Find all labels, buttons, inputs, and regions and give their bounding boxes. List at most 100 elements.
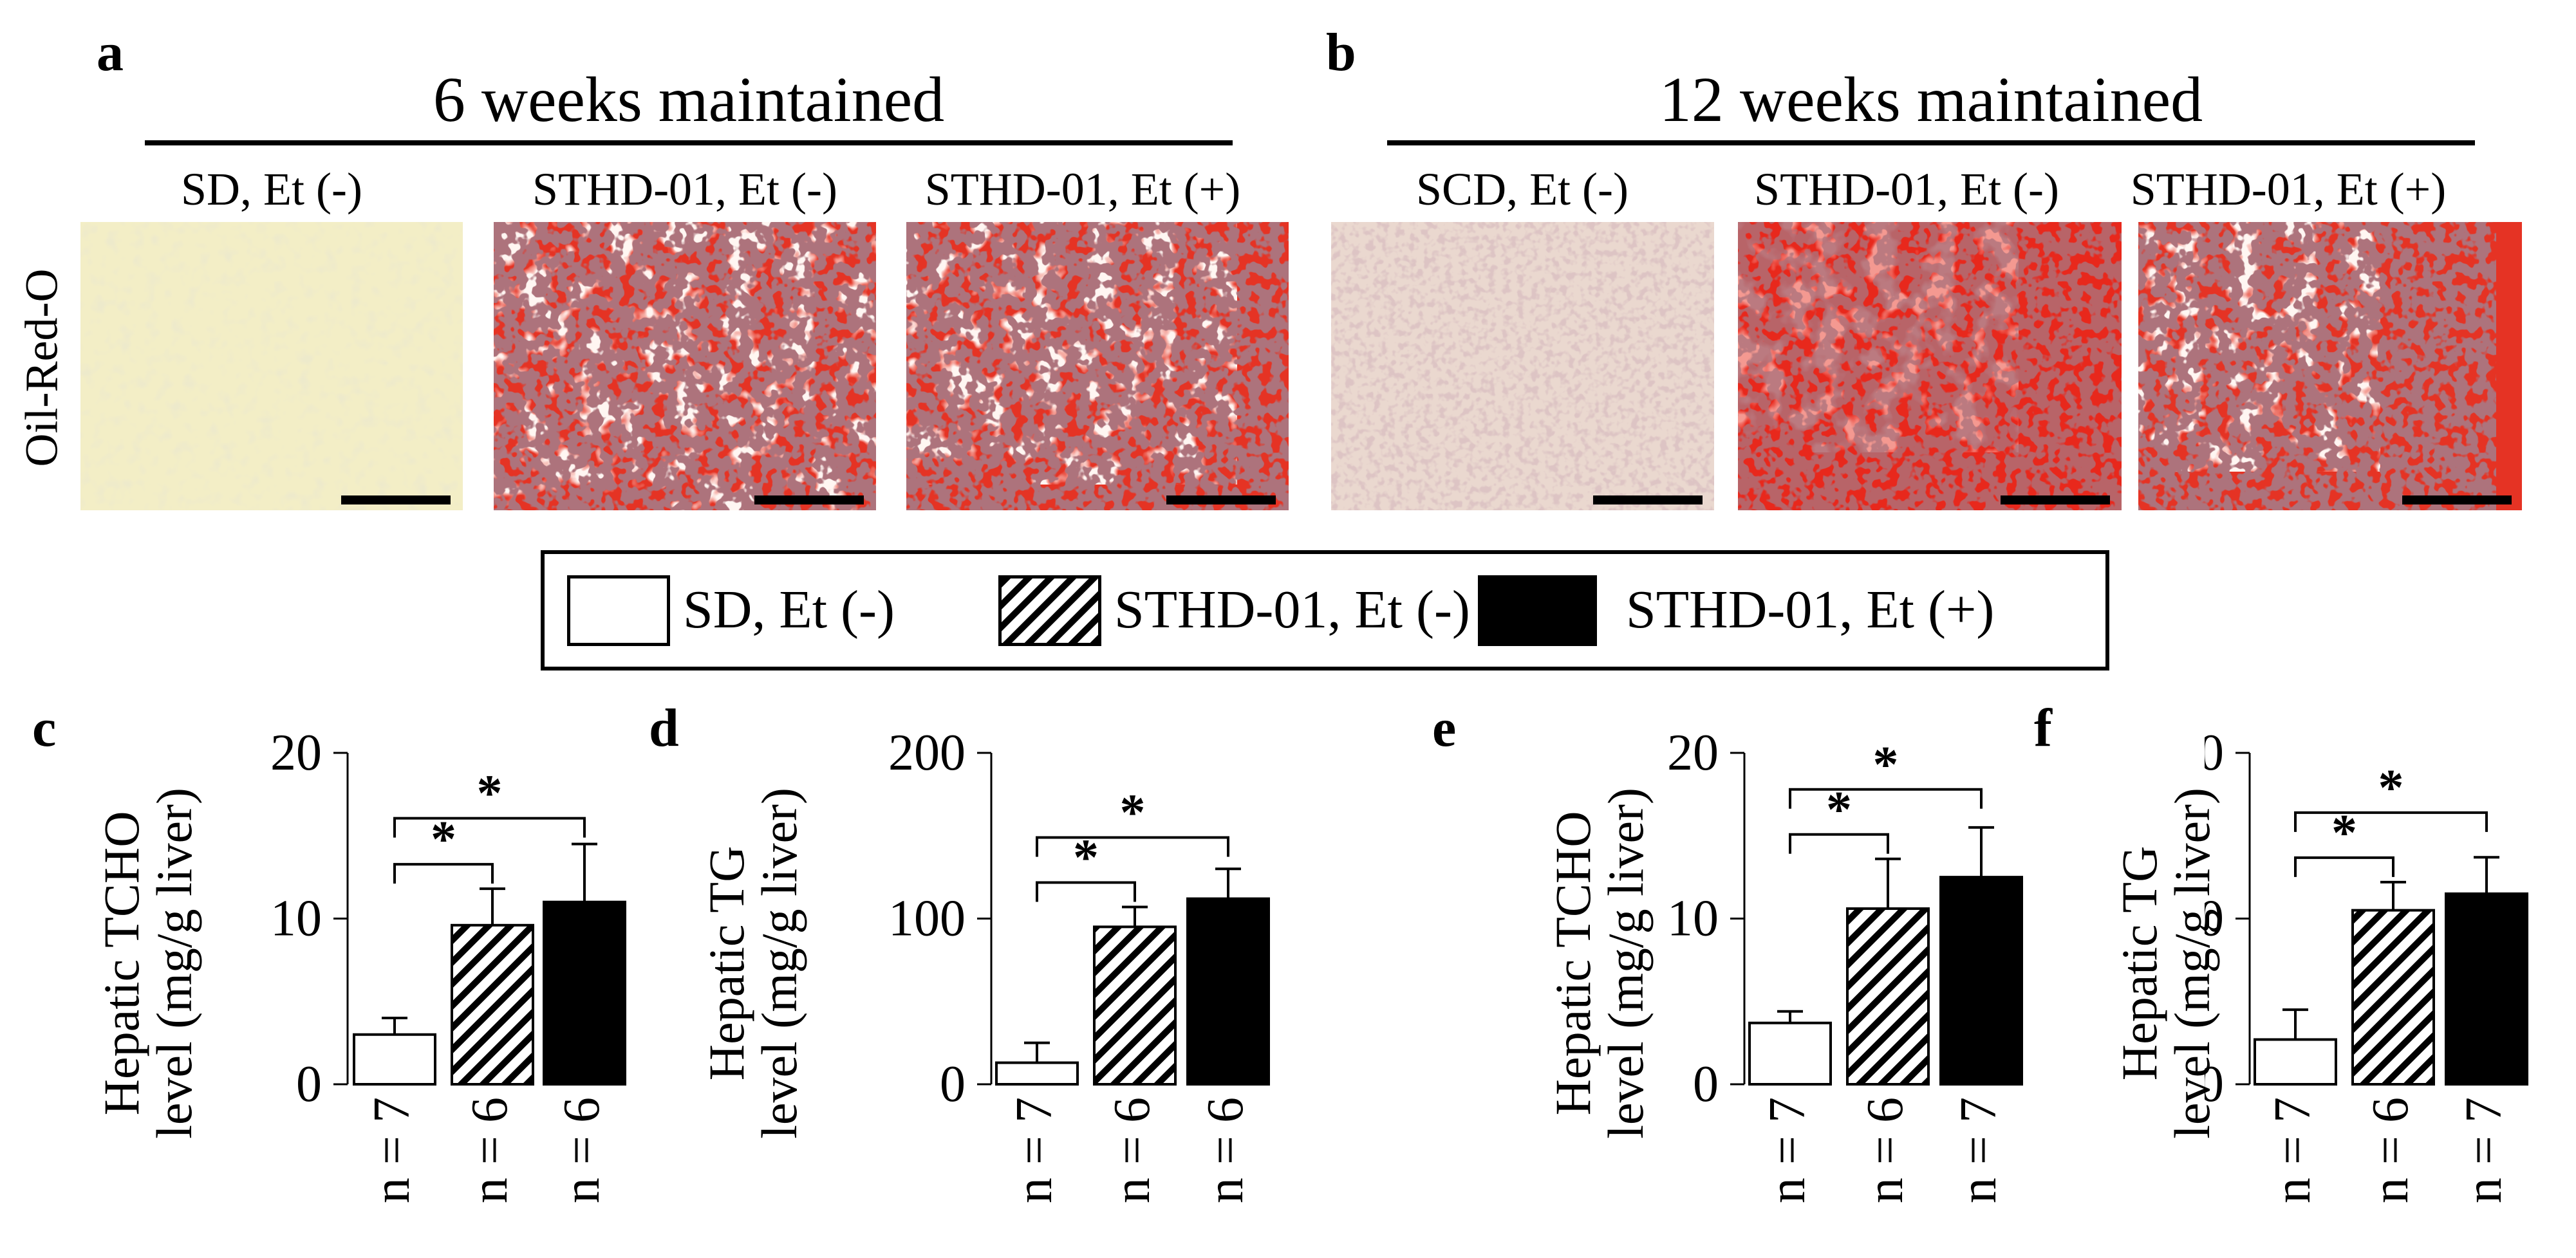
y-tick-label: 10 — [1667, 891, 1719, 947]
y-tick-label: 200 — [888, 725, 966, 781]
panel-letter-f: f — [2034, 698, 2052, 758]
micrograph-b3 — [2138, 222, 2522, 510]
y-tick-label: 200 — [2205, 725, 2224, 781]
significance-bracket — [393, 817, 586, 838]
image-label-a2: STHD-01, Et (-) — [532, 163, 837, 215]
significance-mark: * — [477, 766, 503, 822]
bar — [1186, 897, 1270, 1086]
legend: SD, Et (-) STHD-01, Et (-) STHD-01, Et (… — [541, 550, 2109, 671]
image-label-b3: STHD-01, Et (+) — [2130, 163, 2447, 215]
title-rule-a — [145, 140, 1233, 145]
y-tick-label: 100 — [2205, 891, 2224, 947]
significance-bracket — [1789, 833, 1889, 854]
bar — [1748, 1021, 1832, 1086]
y-axis-label-line: level (mg/g liver) — [751, 787, 807, 1139]
scale-bar-a3 — [1166, 495, 1276, 504]
y-axis-label-line: Hepatic TG — [698, 846, 755, 1081]
y-tick-label: 0 — [940, 1056, 966, 1113]
legend-label-sthd-plus: STHD-01, Et (+) — [1626, 580, 1995, 640]
significance-mark: * — [1826, 782, 1852, 838]
image-label-b1: SCD, Et (-) — [1416, 163, 1629, 215]
bar — [1939, 876, 2023, 1086]
y-tick-label: 0 — [296, 1056, 322, 1113]
scale-bar-a2 — [754, 495, 864, 504]
bar — [2254, 1038, 2337, 1086]
panel-letter-b: b — [1326, 23, 1356, 82]
bar — [1093, 925, 1177, 1086]
sample-size-label: n = 6 — [554, 1097, 610, 1203]
chart-f: 0 100 200 n = 7 n = 6 n = 7 * * — [2205, 725, 2528, 1203]
title-rule-b — [1387, 140, 2475, 145]
bar — [995, 1061, 1079, 1086]
legend-swatch-white — [567, 575, 670, 646]
scale-bar-b3 — [2402, 495, 2512, 504]
legend-swatch-hatched — [998, 575, 1101, 646]
bar — [2445, 892, 2528, 1086]
y-axis-label-d: Hepatic TG level (mg/g liver) — [698, 783, 807, 1143]
sample-size-label: n = 7 — [1950, 1097, 2007, 1203]
image-label-a3: STHD-01, Et (+) — [924, 163, 1241, 215]
panel-letter-d: d — [649, 698, 679, 758]
sample-size-label: n = 6 — [1197, 1097, 1254, 1203]
legend-swatch-black — [1478, 575, 1597, 646]
micrograph-a1 — [80, 222, 463, 510]
chart-c: 0 10 20 n = 7 n = 6 n = 6 * * — [270, 725, 626, 1203]
bar — [353, 1033, 436, 1086]
bar — [2351, 909, 2435, 1086]
y-axis-label-line: Hepatic TCHO — [1545, 811, 1601, 1116]
significance-mark: * — [1120, 784, 1146, 841]
section-title-b: 12 weeks maintained — [1659, 64, 2203, 135]
bar — [543, 900, 626, 1086]
legend-label-sthd-minus: STHD-01, Et (-) — [1114, 580, 1470, 640]
y-axis-label-c: Hepatic TCHO level (mg/g liver) — [93, 783, 202, 1143]
panel-letter-c: c — [32, 698, 57, 758]
sample-size-label: n = 7 — [364, 1097, 420, 1203]
significance-bracket — [2294, 811, 2488, 832]
sample-size-label: n = 7 — [1759, 1097, 1816, 1203]
y-tick-label: 100 — [888, 891, 966, 947]
y-tick-label: 20 — [1667, 725, 1719, 781]
sample-size-label: n = 7 — [1006, 1097, 1063, 1203]
bar — [1846, 907, 1930, 1086]
sample-size-label: n = 6 — [1104, 1097, 1161, 1203]
significance-bracket — [2294, 856, 2394, 877]
sample-size-label: n = 6 — [462, 1097, 518, 1203]
sample-size-label: n = 6 — [2362, 1097, 2419, 1203]
panel-letter-a: a — [97, 23, 124, 82]
micrograph-b1 — [1331, 222, 1714, 510]
y-tick-label: 20 — [270, 725, 322, 781]
stain-label-wrap: Oil-Red-O — [0, 238, 84, 495]
micrograph-a2 — [494, 222, 876, 510]
chart-e: 0 10 20 n = 7 n = 6 n = 7 * * — [1667, 725, 2023, 1203]
y-tick-label: 0 — [1693, 1056, 1719, 1113]
significance-mark: * — [431, 811, 456, 868]
chart-d: 0 100 200 n = 7 n = 6 n = 6 * * — [888, 725, 1270, 1203]
sample-size-label: n = 7 — [2456, 1097, 2512, 1203]
legend-label-sd: SD, Et (-) — [683, 580, 895, 640]
micrograph-a3 — [906, 222, 1289, 510]
micrograph-b2 — [1738, 222, 2122, 510]
sample-size-label: n = 7 — [2264, 1097, 2321, 1203]
significance-bracket — [1789, 788, 1983, 809]
significance-mark: * — [2331, 805, 2357, 862]
scale-bar-a1 — [341, 495, 451, 504]
y-axis-label-line: Hepatic TG — [2111, 846, 2168, 1081]
significance-bracket — [393, 863, 494, 884]
bar — [451, 923, 534, 1086]
panel-letter-e: e — [1432, 698, 1457, 758]
y-axis-label-f: Hepatic TG level (mg/g liver) — [2111, 783, 2220, 1143]
sample-size-label: n = 6 — [1857, 1097, 1914, 1203]
image-label-b2: STHD-01, Et (-) — [1754, 163, 2059, 215]
stain-label: Oil-Red-O — [15, 268, 68, 467]
scale-bar-b1 — [1593, 495, 1703, 504]
scale-bar-b2 — [2001, 495, 2110, 504]
y-axis-label-line: Hepatic TCHO — [93, 811, 150, 1116]
image-label-a1: SD, Et (-) — [181, 163, 362, 215]
significance-bracket — [1036, 836, 1229, 857]
section-title-a: 6 weeks maintained — [433, 64, 945, 135]
significance-mark: * — [2378, 760, 2404, 817]
y-tick-label: 0 — [2205, 1056, 2224, 1113]
significance-mark: * — [1873, 737, 1899, 793]
significance-mark: * — [1073, 829, 1099, 886]
significance-bracket — [1036, 881, 1136, 902]
